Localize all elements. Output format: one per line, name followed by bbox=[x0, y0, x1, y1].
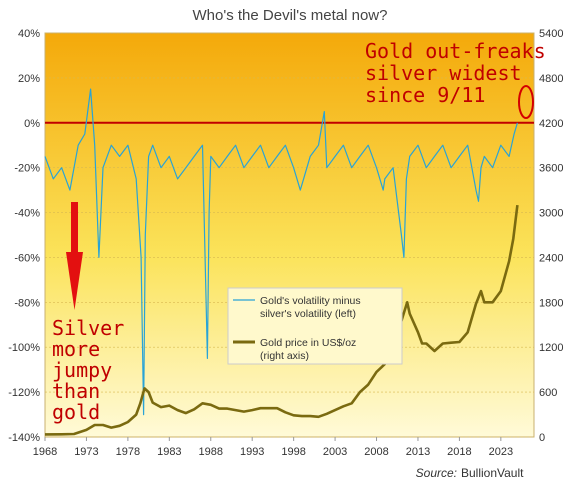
annotation-top-right: Gold out-freaks silver widest since 9/11 bbox=[365, 39, 546, 107]
x-tick-label: 1978 bbox=[116, 446, 140, 458]
series-group bbox=[44, 88, 519, 436]
annotation-bottom-line3: jumpy bbox=[52, 358, 112, 382]
right-tick-label: 1800 bbox=[539, 297, 563, 309]
annotation-top-line2: silver widest bbox=[365, 61, 522, 85]
legend-label-gold-price-line2: (right axis) bbox=[260, 350, 309, 362]
annotation-bottom-line2: more bbox=[52, 337, 100, 361]
legend-label-volatility-line2: silver's volatility (left) bbox=[260, 308, 356, 320]
x-tick-label: 1988 bbox=[199, 446, 223, 458]
left-tick-label: 20% bbox=[18, 73, 40, 85]
left-tick-label: 40% bbox=[18, 28, 40, 40]
highlight-ellipse bbox=[518, 85, 534, 119]
x-axis-ticks: 1968 1973 1978 1983 1988 1993 1998 2003 2008 2013… bbox=[33, 437, 513, 458]
annotation-top-line1: Gold out-freaks bbox=[365, 39, 546, 63]
left-tick-label: -140% bbox=[8, 432, 40, 444]
x-tick-label: 1993 bbox=[240, 446, 264, 458]
right-axis-ticks: 5400 4800 4200 3600 3000 2400 1800 1200 600 0 bbox=[539, 28, 563, 444]
right-tick-label: 600 bbox=[539, 387, 557, 399]
right-tick-label: 4200 bbox=[539, 118, 563, 130]
left-tick-label: -80% bbox=[14, 297, 40, 309]
annotation-bottom-line4: than bbox=[52, 379, 100, 403]
x-tick-label: 2013 bbox=[406, 446, 430, 458]
left-tick-label: -40% bbox=[14, 208, 40, 220]
right-tick-label: 1200 bbox=[539, 342, 563, 354]
legend: Gold's volatility minus silver's volatil… bbox=[227, 287, 403, 365]
left-axis-ticks: 40% 20% 0% -20% -40% -60% -80% -100% -120% -140% bbox=[8, 28, 40, 444]
x-tick-label: 2008 bbox=[364, 446, 388, 458]
source-name: BullionVault bbox=[461, 466, 524, 480]
annotation-top-line3: since 9/11 bbox=[365, 83, 485, 107]
x-tick-label: 2003 bbox=[323, 446, 347, 458]
right-tick-label: 3600 bbox=[539, 163, 563, 175]
legend-label-gold-price-line1: Gold price in US$/oz bbox=[260, 337, 356, 349]
chart-title: Who's the Devil's metal now? bbox=[193, 7, 388, 24]
right-tick-label: 0 bbox=[539, 432, 545, 444]
left-tick-label: -100% bbox=[8, 342, 40, 354]
legend-box bbox=[227, 287, 403, 365]
right-tick-label: 2400 bbox=[539, 252, 563, 264]
x-tick-label: 1998 bbox=[281, 446, 305, 458]
plot-area bbox=[44, 32, 535, 438]
left-tick-label: 0% bbox=[24, 118, 40, 130]
annotation-bottom-left: Silver more jumpy than gold bbox=[52, 316, 124, 424]
x-tick-label: 1973 bbox=[74, 446, 98, 458]
x-tick-label: 1968 bbox=[33, 446, 57, 458]
arrow-down bbox=[66, 202, 83, 310]
left-tick-label: -60% bbox=[14, 252, 40, 264]
x-tick-label: 2023 bbox=[489, 446, 513, 458]
series-line-gold-price bbox=[44, 204, 519, 436]
right-tick-label: 4800 bbox=[539, 73, 563, 85]
left-tick-label: -120% bbox=[8, 387, 40, 399]
series-line-volatility bbox=[44, 88, 518, 416]
right-tick-label: 5400 bbox=[539, 28, 563, 40]
annotation-bottom-line1: Silver bbox=[52, 316, 124, 340]
x-tick-label: 1983 bbox=[157, 446, 181, 458]
left-tick-label: -20% bbox=[14, 163, 40, 175]
x-tick-label: 2018 bbox=[447, 446, 471, 458]
right-tick-label: 3000 bbox=[539, 208, 563, 220]
legend-label-volatility-line1: Gold's volatility minus bbox=[260, 295, 361, 307]
annotation-bottom-line5: gold bbox=[52, 400, 100, 424]
source-label: Source: bbox=[416, 466, 457, 480]
